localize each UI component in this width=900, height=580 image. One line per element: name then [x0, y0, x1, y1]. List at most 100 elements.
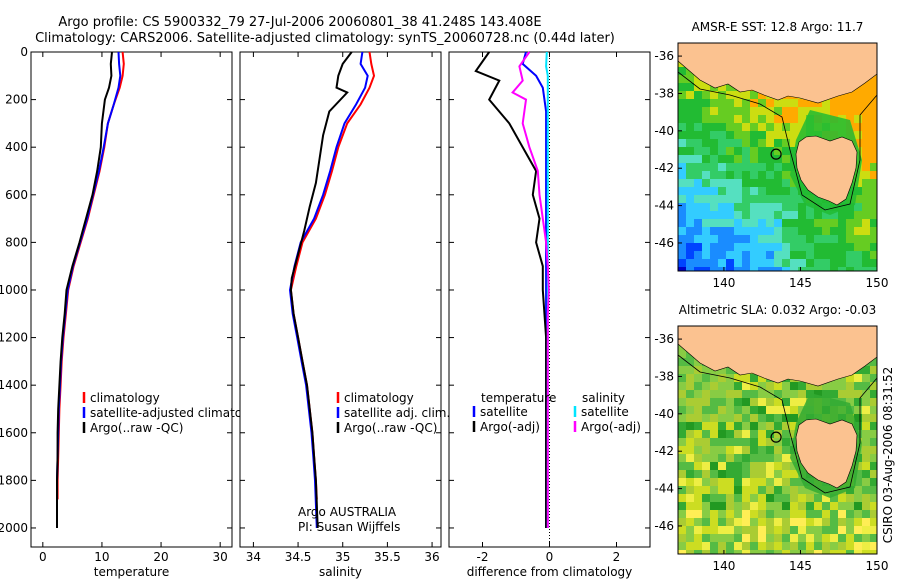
map-cell: [742, 462, 750, 470]
map-cell: [838, 382, 846, 390]
map-cell: [702, 131, 710, 139]
map-cell: [694, 187, 702, 195]
map-cell: [710, 99, 718, 107]
map-cell: [750, 406, 758, 414]
map-cell: [734, 374, 742, 382]
map-cell: [854, 494, 862, 502]
map-cell: [702, 430, 710, 438]
map-cell: [718, 406, 726, 414]
map-cell: [862, 518, 870, 526]
map-cell: [830, 502, 838, 510]
tasmania: [795, 418, 858, 489]
map-cell: [814, 550, 822, 554]
map-cell: [814, 542, 822, 550]
map-cell: [846, 382, 854, 390]
map-cell: [766, 155, 774, 163]
map-cell: [862, 366, 870, 374]
map-cell: [718, 259, 726, 267]
map-cell: [870, 526, 877, 534]
map-cell: [798, 99, 806, 107]
map-cell: [758, 235, 766, 243]
map-cell: [870, 462, 877, 470]
map-cell: [734, 526, 742, 534]
map-cell: [822, 235, 830, 243]
map-cell: [782, 422, 790, 430]
map-y-tick-label: -38: [654, 86, 674, 100]
map-cell: [750, 139, 758, 147]
map-cell: [726, 366, 734, 374]
map-cell: [718, 366, 726, 374]
map-cell: [694, 147, 702, 155]
map-cell: [782, 526, 790, 534]
map-cell: [710, 414, 718, 422]
map-cell: [710, 462, 718, 470]
map-cell: [718, 446, 726, 454]
map-cell: [798, 502, 806, 510]
map-cell: [774, 494, 782, 502]
map-cell: [702, 99, 710, 107]
map-cell: [862, 267, 870, 271]
temperature-profile-chart: 0 10 20 30 0 200 400 600 800 1000 1200 1400 1600 1800…: [0, 45, 268, 579]
map-cell: [806, 550, 814, 554]
map-cell: [702, 462, 710, 470]
map-cell: [710, 494, 718, 502]
map-cell: [774, 446, 782, 454]
map-cell: [710, 454, 718, 462]
map-cell: [686, 462, 694, 470]
map-cell: [726, 179, 734, 187]
map-cell: [870, 99, 877, 107]
map-cell: [734, 211, 742, 219]
map-cell: [694, 107, 702, 115]
legend-label: Argo(..raw -QC): [90, 421, 183, 435]
map-cell: [870, 267, 877, 271]
map-cell: [838, 259, 846, 267]
map-cell: [702, 155, 710, 163]
series-line-argo-raw-qc-: [56, 51, 113, 528]
map-cell: [702, 163, 710, 171]
map-y-tick-label: -42: [654, 161, 674, 175]
y-tick-label: 1000: [0, 283, 28, 297]
map-y-tick-label: -36: [654, 49, 674, 63]
map-cell: [846, 107, 854, 115]
map-cell: [798, 107, 806, 115]
map-cell: [774, 187, 782, 195]
sst-map: 140 145 150 -36 -38 -40 -42 -44 -46 AMSR-E SST: 1…: [654, 20, 888, 290]
map-cell: [766, 526, 774, 534]
map-cell: [758, 542, 766, 550]
map-cell: [678, 187, 686, 195]
map-cell: [774, 382, 782, 390]
map-cell: [822, 382, 830, 390]
map-cell: [774, 211, 782, 219]
map-cell: [726, 163, 734, 171]
map-cell: [766, 462, 774, 470]
map-cell: [718, 147, 726, 155]
map-cell: [766, 542, 774, 550]
map-cell: [710, 534, 718, 542]
argo-float-marker: [770, 431, 782, 443]
map-cell: [742, 438, 750, 446]
map-cell: [766, 470, 774, 478]
map-cell: [742, 446, 750, 454]
map-cell: [766, 163, 774, 171]
map-cell: [758, 422, 766, 430]
map-cell: [702, 454, 710, 462]
map-cell: [742, 259, 750, 267]
map-cell: [766, 382, 774, 390]
y-tick-label: 1200: [0, 331, 28, 345]
map-cell: [790, 542, 798, 550]
map-cell: [742, 131, 750, 139]
map-cell: [758, 195, 766, 203]
map-cell: [830, 211, 838, 219]
map-cell: [862, 438, 870, 446]
map-cell: [678, 75, 686, 83]
map-cell: [782, 398, 790, 406]
map-cell: [846, 550, 854, 554]
map-cell: [734, 99, 742, 107]
map-cell: [806, 510, 814, 518]
map-cell: [694, 518, 702, 526]
map-cell: [790, 99, 798, 107]
map-cell: [750, 446, 758, 454]
map-cell: [750, 550, 758, 554]
map-cell: [750, 155, 758, 163]
map-cell: [774, 251, 782, 259]
